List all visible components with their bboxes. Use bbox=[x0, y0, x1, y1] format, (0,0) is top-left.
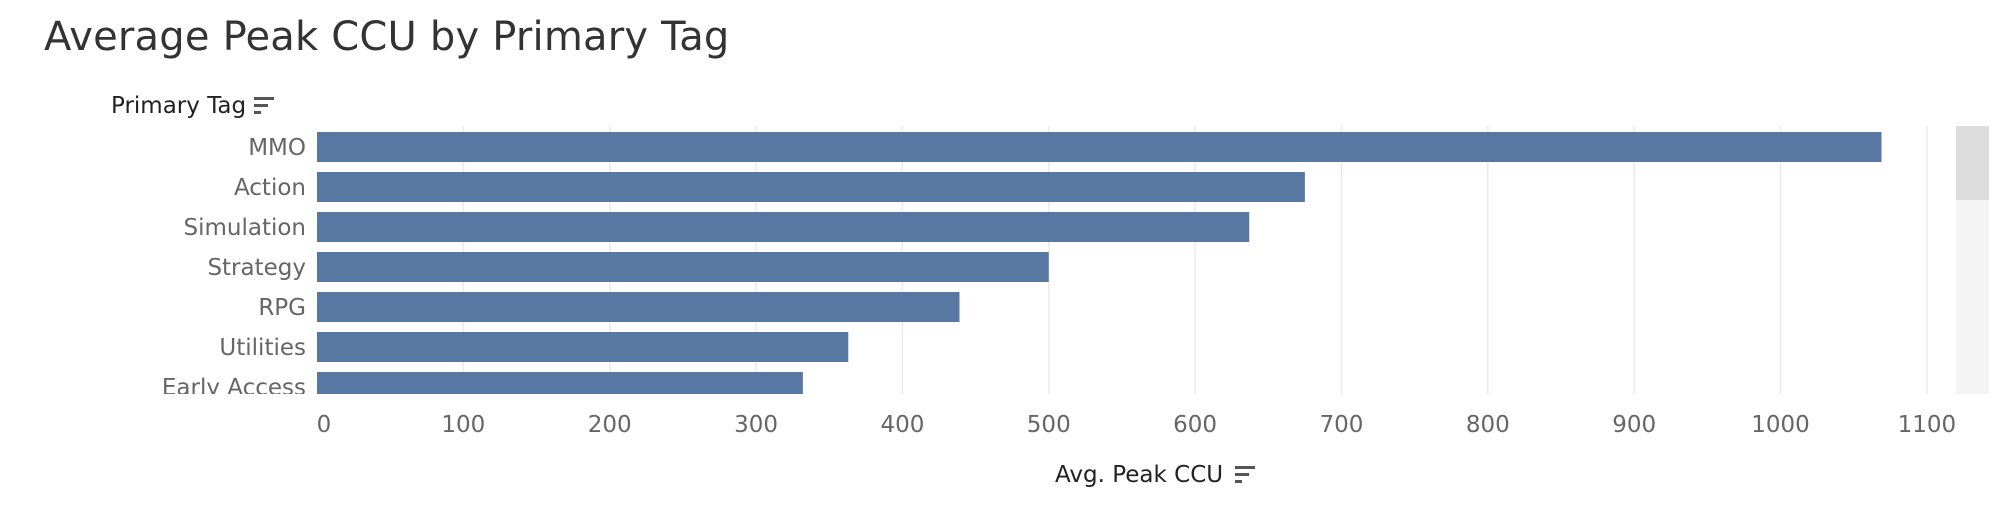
x-tick-label: 900 bbox=[1612, 412, 1656, 438]
bar[interactable] bbox=[317, 252, 1049, 282]
bar[interactable] bbox=[317, 332, 849, 362]
bar-chart: MMO Action Simulation Strategy RPG Utilities E… bbox=[162, 126, 1956, 438]
category-label: MMO bbox=[248, 135, 306, 161]
bar[interactable] bbox=[317, 292, 960, 322]
x-tick-label: 200 bbox=[588, 412, 632, 438]
sort-descending-icon[interactable] bbox=[254, 96, 276, 116]
x-tick-label: 300 bbox=[734, 412, 778, 438]
category-label: Simulation bbox=[183, 215, 306, 241]
y-axis-header: Primary Tag bbox=[111, 93, 276, 119]
category-label: Action bbox=[234, 175, 306, 201]
x-tick-label: 1000 bbox=[1751, 412, 1810, 438]
x-tick-label: 800 bbox=[1466, 412, 1510, 438]
y-field-label: Primary Tag bbox=[111, 93, 247, 119]
category-label: Utilities bbox=[219, 335, 306, 361]
bar[interactable] bbox=[317, 372, 803, 402]
x-tick-label: 700 bbox=[1319, 412, 1363, 438]
x-axis-ticks: 0 100 200 300 400 500 600 700 800 900 1000 1100 bbox=[317, 412, 1956, 438]
bar[interactable] bbox=[317, 172, 1305, 202]
sort-descending-icon[interactable] bbox=[1235, 465, 1257, 485]
x-tick-label: 0 bbox=[317, 412, 332, 438]
category-labels: MMO Action Simulation Strategy RPG Utilities E… bbox=[162, 135, 306, 401]
bars bbox=[317, 132, 1882, 402]
x-axis-header: Avg. Peak CCU bbox=[1055, 462, 1257, 488]
category-label: Strategy bbox=[207, 255, 306, 281]
x-tick-label: 400 bbox=[880, 412, 924, 438]
category-label: Early Access bbox=[162, 375, 306, 401]
scrollbar-thumb[interactable] bbox=[1956, 126, 1989, 200]
x-tick-label: 600 bbox=[1173, 412, 1217, 438]
x-tick-label: 1100 bbox=[1898, 412, 1957, 438]
chart-title: Average Peak CCU by Primary Tag bbox=[44, 14, 730, 60]
bar[interactable] bbox=[317, 212, 1250, 242]
bar[interactable] bbox=[317, 132, 1882, 162]
x-field-label: Avg. Peak CCU bbox=[1055, 462, 1224, 488]
x-tick-label: 100 bbox=[441, 412, 485, 438]
x-tick-label: 500 bbox=[1027, 412, 1071, 438]
category-label: RPG bbox=[258, 295, 306, 321]
